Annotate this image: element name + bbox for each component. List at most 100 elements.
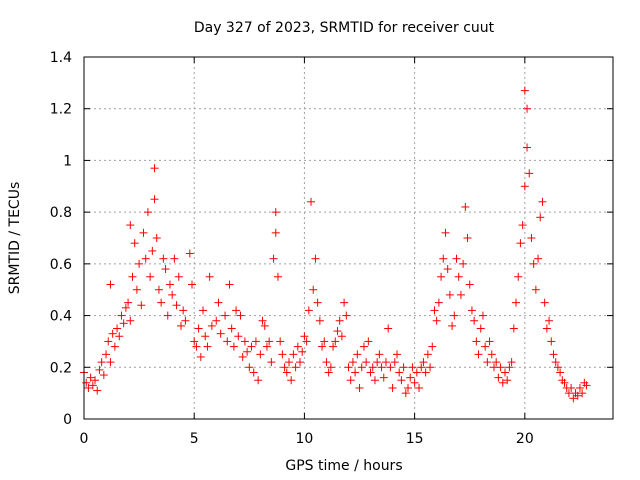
data-point bbox=[271, 228, 280, 237]
data-point bbox=[397, 376, 406, 385]
data-point bbox=[423, 350, 432, 359]
data-point bbox=[538, 197, 547, 206]
data-point bbox=[150, 164, 159, 173]
data-point bbox=[307, 197, 316, 206]
data-point bbox=[311, 254, 320, 263]
data-point bbox=[117, 311, 126, 320]
x-tick-label: 5 bbox=[190, 431, 199, 447]
data-point bbox=[333, 327, 342, 336]
data-point bbox=[518, 221, 527, 230]
data-point bbox=[229, 342, 238, 351]
data-point bbox=[141, 254, 150, 263]
y-tick-label: 0.6 bbox=[50, 257, 72, 273]
data-point bbox=[135, 259, 144, 268]
data-point bbox=[106, 280, 115, 289]
y-tick-label: 1.2 bbox=[50, 102, 72, 118]
data-point bbox=[408, 363, 417, 372]
data-point bbox=[205, 272, 214, 281]
data-point bbox=[514, 272, 523, 281]
data-point bbox=[485, 337, 494, 346]
data-point bbox=[139, 228, 148, 237]
data-point bbox=[404, 383, 413, 392]
data-point bbox=[271, 208, 280, 217]
data-point bbox=[130, 239, 139, 248]
data-point bbox=[267, 358, 276, 367]
data-point bbox=[505, 363, 514, 372]
data-point bbox=[282, 368, 291, 377]
data-point bbox=[355, 383, 364, 392]
data-point bbox=[97, 358, 106, 367]
data-point bbox=[531, 285, 540, 294]
x-axis-label: GPS time / hours bbox=[285, 458, 402, 474]
data-point bbox=[573, 391, 582, 400]
data-point bbox=[443, 265, 452, 274]
data-point bbox=[412, 368, 421, 377]
y-tick-labels: 0 0.2 0.4 0.6 0.8 1 1.2 1.4 bbox=[50, 50, 72, 428]
data-point bbox=[368, 363, 377, 372]
data-point bbox=[221, 311, 230, 320]
data-point bbox=[196, 352, 205, 361]
data-point bbox=[300, 332, 309, 341]
data-point bbox=[335, 316, 344, 325]
data-point bbox=[185, 249, 194, 258]
data-point bbox=[582, 381, 591, 390]
data-point bbox=[278, 350, 287, 359]
data-point bbox=[322, 358, 331, 367]
data-point bbox=[547, 337, 556, 346]
data-point bbox=[366, 368, 375, 377]
data-point bbox=[357, 363, 366, 372]
data-point bbox=[110, 342, 119, 351]
data-point bbox=[137, 301, 146, 310]
data-point bbox=[426, 363, 435, 372]
data-point bbox=[456, 290, 465, 299]
data-point bbox=[315, 316, 324, 325]
data-point bbox=[256, 350, 265, 359]
data-point bbox=[154, 285, 163, 294]
data-point bbox=[344, 363, 353, 372]
data-point bbox=[525, 169, 534, 178]
data-point bbox=[384, 324, 393, 333]
data-point bbox=[291, 363, 300, 372]
data-point bbox=[86, 373, 95, 382]
data-point bbox=[496, 363, 505, 372]
data-point bbox=[459, 259, 468, 268]
data-point bbox=[578, 389, 587, 398]
data-point bbox=[265, 337, 274, 346]
data-point bbox=[298, 347, 307, 356]
data-point bbox=[463, 234, 472, 242]
data-point bbox=[93, 386, 102, 395]
data-point bbox=[170, 254, 179, 263]
data-point bbox=[326, 363, 335, 372]
data-point bbox=[318, 342, 327, 351]
data-point bbox=[168, 290, 177, 299]
data-point bbox=[225, 280, 234, 289]
data-point bbox=[249, 368, 258, 377]
data-point bbox=[293, 342, 302, 351]
data-point bbox=[126, 221, 135, 230]
data-point bbox=[437, 272, 446, 281]
data-point bbox=[569, 394, 578, 403]
data-point bbox=[232, 306, 241, 315]
data-point bbox=[234, 332, 243, 341]
data-point bbox=[520, 86, 529, 95]
data-point bbox=[415, 383, 424, 392]
data-point bbox=[304, 306, 313, 315]
data-point bbox=[243, 347, 252, 356]
data-point bbox=[492, 358, 501, 367]
data-point bbox=[269, 254, 278, 263]
data-point bbox=[401, 389, 410, 398]
data-point bbox=[157, 298, 166, 307]
data-point bbox=[450, 311, 459, 320]
data-point bbox=[150, 195, 159, 204]
data-point bbox=[386, 363, 395, 372]
data-point bbox=[509, 324, 518, 333]
data-point bbox=[474, 350, 483, 359]
data-point bbox=[273, 272, 282, 281]
x-tick-labels: 0 5 10 15 20 bbox=[80, 431, 534, 447]
data-point bbox=[238, 352, 247, 361]
data-point bbox=[359, 342, 368, 351]
data-point bbox=[287, 376, 296, 385]
data-point bbox=[201, 332, 210, 341]
y-tick-label: 0.2 bbox=[50, 360, 72, 376]
data-point bbox=[192, 342, 201, 351]
